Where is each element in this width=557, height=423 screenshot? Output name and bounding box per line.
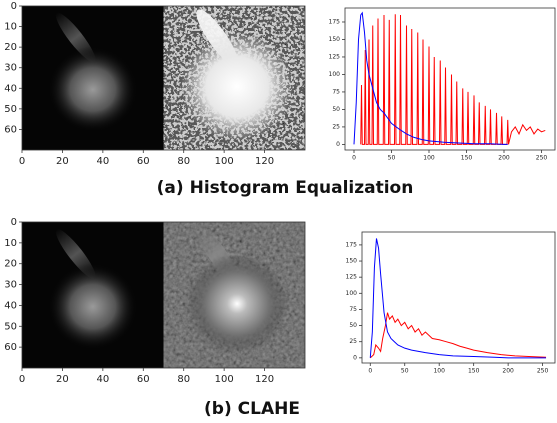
x-tick-label: 200: [502, 368, 514, 375]
y-tick-label: 150: [329, 36, 341, 43]
blob: [186, 254, 289, 354]
y-tick-label: 50: [4, 321, 17, 332]
y-tick-label: 150: [346, 258, 358, 265]
blob: [47, 262, 139, 351]
y-tick-label: 0: [336, 141, 340, 148]
y-tick-label: 60: [4, 342, 17, 353]
y-tick-label: 25: [349, 338, 357, 345]
x-tick-label: 0: [19, 156, 25, 167]
y-tick-label: 50: [349, 322, 357, 329]
y-tick-label: 75: [349, 306, 357, 313]
x-tick-label: 120: [255, 374, 274, 385]
y-tick-label: 40: [4, 300, 17, 311]
x-tick-label: 150: [461, 155, 473, 162]
x-tick-label: 250: [537, 368, 549, 375]
series-line: [369, 312, 547, 359]
x-tick-label: 50: [401, 368, 409, 375]
y-tick-label: 0: [11, 217, 17, 228]
x-tick-label: 0: [352, 155, 356, 162]
x-tick-label: 100: [215, 156, 234, 167]
x-tick-label: 20: [56, 374, 69, 385]
x-tick-label: 50: [388, 155, 396, 162]
y-tick-label: 40: [4, 83, 17, 94]
axes-frame: [21, 5, 306, 151]
series-line: [369, 238, 547, 359]
x-tick-label: 40: [96, 374, 109, 385]
y-tick-label: 20: [4, 42, 17, 53]
y-tick-label: 175: [329, 18, 341, 25]
y-tick-label: 100: [329, 71, 341, 78]
x-tick-label: 120: [255, 156, 274, 167]
axes-frame: [344, 7, 556, 151]
y-tick-label: 175: [346, 241, 358, 248]
y-tick-label: 50: [4, 104, 17, 115]
x-tick-label: 80: [177, 156, 190, 167]
x-tick-label: 20: [56, 156, 69, 167]
x-tick-label: 40: [96, 156, 109, 167]
y-tick-label: 30: [4, 280, 17, 291]
y-tick-label: 125: [346, 274, 358, 281]
y-tick-label: 0: [353, 354, 357, 361]
x-tick-label: 60: [137, 156, 150, 167]
series-line: [353, 11, 508, 145]
x-tick-label: 200: [498, 155, 510, 162]
y-tick-label: 10: [4, 22, 17, 33]
axes-frame: [21, 221, 306, 369]
y-tick-label: 125: [329, 53, 341, 60]
y-tick-label: 100: [346, 290, 358, 297]
caption: (a) Histogram Equalization: [157, 178, 414, 198]
y-tick-label: 20: [4, 259, 17, 270]
x-tick-label: 0: [368, 368, 372, 375]
x-tick-label: 0: [19, 374, 25, 385]
y-tick-label: 30: [4, 63, 17, 74]
y-tick-label: 0: [11, 1, 17, 12]
y-tick-label: 50: [332, 106, 340, 113]
y-tick-label: 10: [4, 238, 17, 249]
y-tick-label: 25: [332, 123, 340, 130]
blob: [47, 46, 139, 133]
x-tick-label: 100: [433, 368, 445, 375]
x-tick-label: 60: [137, 374, 150, 385]
axes-frame: [361, 231, 556, 364]
blob: [180, 31, 294, 142]
x-tick-label: 150: [468, 368, 480, 375]
caption: (b) CLAHE: [204, 399, 300, 419]
x-tick-label: 250: [536, 155, 548, 162]
y-tick-label: 75: [332, 88, 340, 95]
y-tick-label: 60: [4, 124, 17, 135]
x-tick-label: 80: [177, 374, 190, 385]
x-tick-label: 100: [423, 155, 435, 162]
x-tick-label: 100: [215, 374, 234, 385]
